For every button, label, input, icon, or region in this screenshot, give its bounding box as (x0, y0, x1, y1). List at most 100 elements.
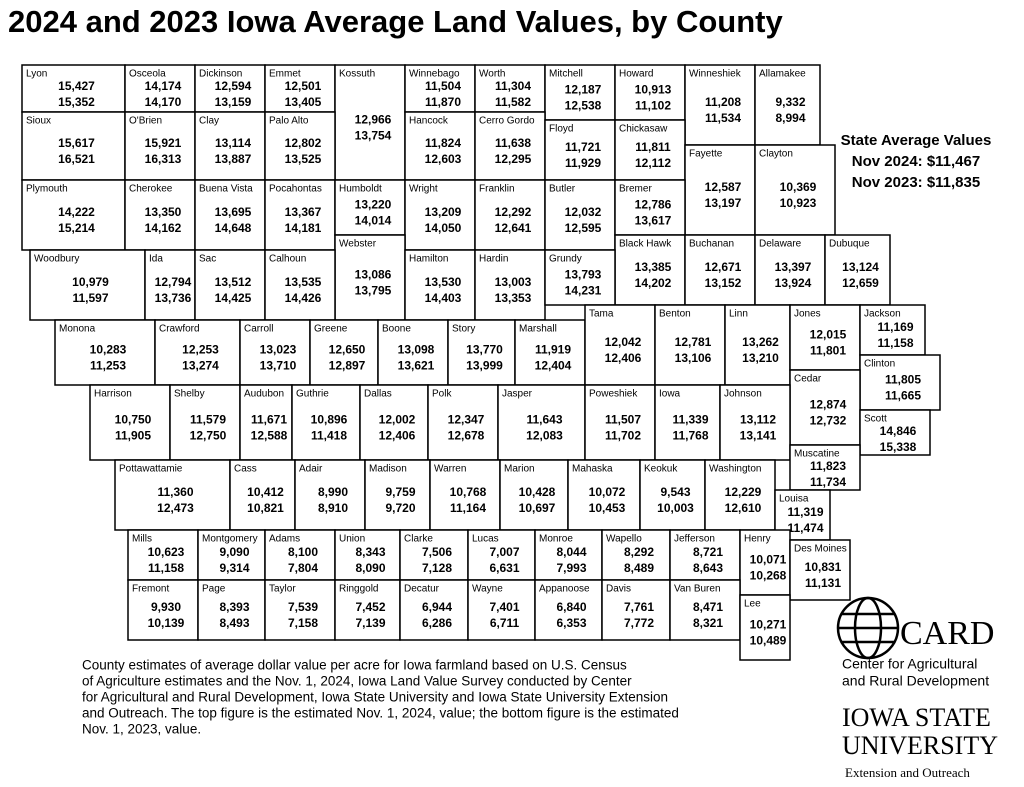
isu-line: IOWA STATE (842, 703, 991, 732)
county: Linn 13,262 13,210 (724, 304, 791, 386)
county: Cass 10,412 10,821 (229, 459, 296, 531)
county-outline (467, 579, 536, 641)
value-2023: 11,158 (877, 336, 913, 350)
value-2023: 8,090 (355, 561, 385, 575)
county: Van Buren 8,471 8,321 (669, 579, 741, 641)
value-2023: 10,139 (148, 616, 185, 630)
county-outline (194, 64, 266, 113)
county-outline (364, 459, 431, 531)
value-2024: 13,535 (285, 275, 322, 289)
county-outline (534, 529, 603, 581)
county: Buena Vista 13,695 14,648 (194, 179, 266, 251)
value-2024: 10,896 (311, 413, 348, 427)
value-2024: 11,823 (810, 459, 846, 473)
county: Grundy 13,793 14,231 (544, 249, 616, 306)
value-2023: 10,003 (657, 501, 694, 515)
value-2024: 11,504 (425, 79, 461, 93)
value-2024: 13,770 (466, 343, 503, 357)
value-2024: 13,350 (145, 205, 182, 219)
county-name: Muscatine (794, 449, 840, 460)
value-2024: 12,650 (329, 343, 366, 357)
county: Decatur 6,944 6,286 (399, 579, 469, 641)
value-2024: 15,617 (58, 136, 95, 150)
value-2023: 6,711 (490, 616, 520, 630)
county: Floyd 11,721 11,929 (544, 119, 616, 181)
value-2024: 11,824 (425, 136, 461, 150)
county-outline (544, 179, 616, 251)
county-name: Audubon (244, 389, 284, 400)
county-outline (789, 539, 851, 601)
value-2023: 12,588 (251, 429, 288, 443)
county-name: Louisa (779, 494, 809, 505)
county: Webster 13,086 13,795 (334, 234, 406, 321)
value-2024: 7,506 (422, 545, 452, 559)
county-name: Hardin (479, 254, 508, 265)
value-2024: 10,831 (805, 560, 842, 574)
county: Calhoun 13,535 14,426 (264, 249, 336, 321)
value-2023: 12,406 (605, 351, 642, 365)
value-2023: 13,887 (215, 152, 252, 166)
county-outline (614, 179, 686, 236)
county-name: Woodbury (34, 254, 79, 265)
county: Guthrie 10,896 11,418 (291, 384, 361, 461)
county-name: Winnebago (409, 69, 460, 80)
value-2024: 6,944 (422, 600, 452, 614)
value-2024: 13,512 (215, 275, 252, 289)
county-name: Benton (659, 309, 691, 320)
county: Howard 10,913 11,102 (614, 64, 686, 121)
value-2024: 12,671 (705, 260, 742, 274)
value-2023: 6,286 (422, 616, 452, 630)
county-name: Hamilton (409, 254, 448, 265)
county-name: Lyon (26, 69, 47, 80)
value-2023: 10,268 (750, 569, 787, 583)
county-name: Iowa (659, 389, 681, 400)
value-2024: 7,401 (489, 600, 519, 614)
value-2023: 14,231 (565, 284, 602, 298)
county-name: Ringgold (339, 584, 378, 595)
value-2023: 10,923 (780, 196, 817, 210)
county-name: Sioux (26, 116, 51, 127)
value-2024: 15,921 (145, 136, 182, 150)
county-outline (21, 64, 126, 113)
county-outline (684, 64, 756, 146)
county-outline (614, 119, 686, 181)
county-name: Warren (434, 464, 466, 475)
county-outline (724, 304, 791, 386)
county-name: Boone (382, 324, 411, 335)
county-name: Van Buren (674, 584, 721, 595)
county: Poweshiek 11,507 11,702 (584, 384, 656, 461)
value-2023: 12,595 (565, 221, 602, 235)
county-outline (127, 579, 199, 641)
value-2024: 11,360 (157, 485, 193, 499)
state-average-heading: State Average Values (841, 132, 992, 149)
county: Sac 13,512 14,425 (194, 249, 266, 321)
value-2024: 11,208 (705, 95, 741, 109)
county-name: Guthrie (296, 389, 329, 400)
value-2023: 12,659 (842, 276, 879, 290)
card-line: and Rural Development (842, 673, 989, 689)
county-name: Cerro Gordo (479, 116, 535, 127)
county-name: Humboldt (339, 184, 382, 195)
county: Plymouth 14,222 15,214 (21, 179, 126, 251)
value-2023: 13,274 (182, 359, 219, 373)
value-2024: 12,874 (810, 398, 847, 412)
value-2023: 7,804 (288, 561, 318, 575)
county-name: Linn (729, 309, 748, 320)
county-name: Chickasaw (619, 124, 668, 135)
value-2024: 7,452 (355, 600, 385, 614)
value-2024: 10,623 (148, 545, 185, 559)
value-2023: 11,474 (787, 521, 823, 535)
county-name: Jones (794, 309, 821, 320)
value-2023: 9,720 (385, 501, 415, 515)
county-name: Greene (314, 324, 348, 335)
county-name: Monroe (539, 534, 573, 545)
value-2023: 10,821 (247, 501, 284, 515)
value-2024: 12,587 (705, 180, 742, 194)
value-2024: 12,501 (285, 79, 322, 93)
county-name: Polk (432, 389, 452, 400)
county: Davis 7,761 7,772 (601, 579, 671, 641)
county-outline (789, 369, 861, 446)
